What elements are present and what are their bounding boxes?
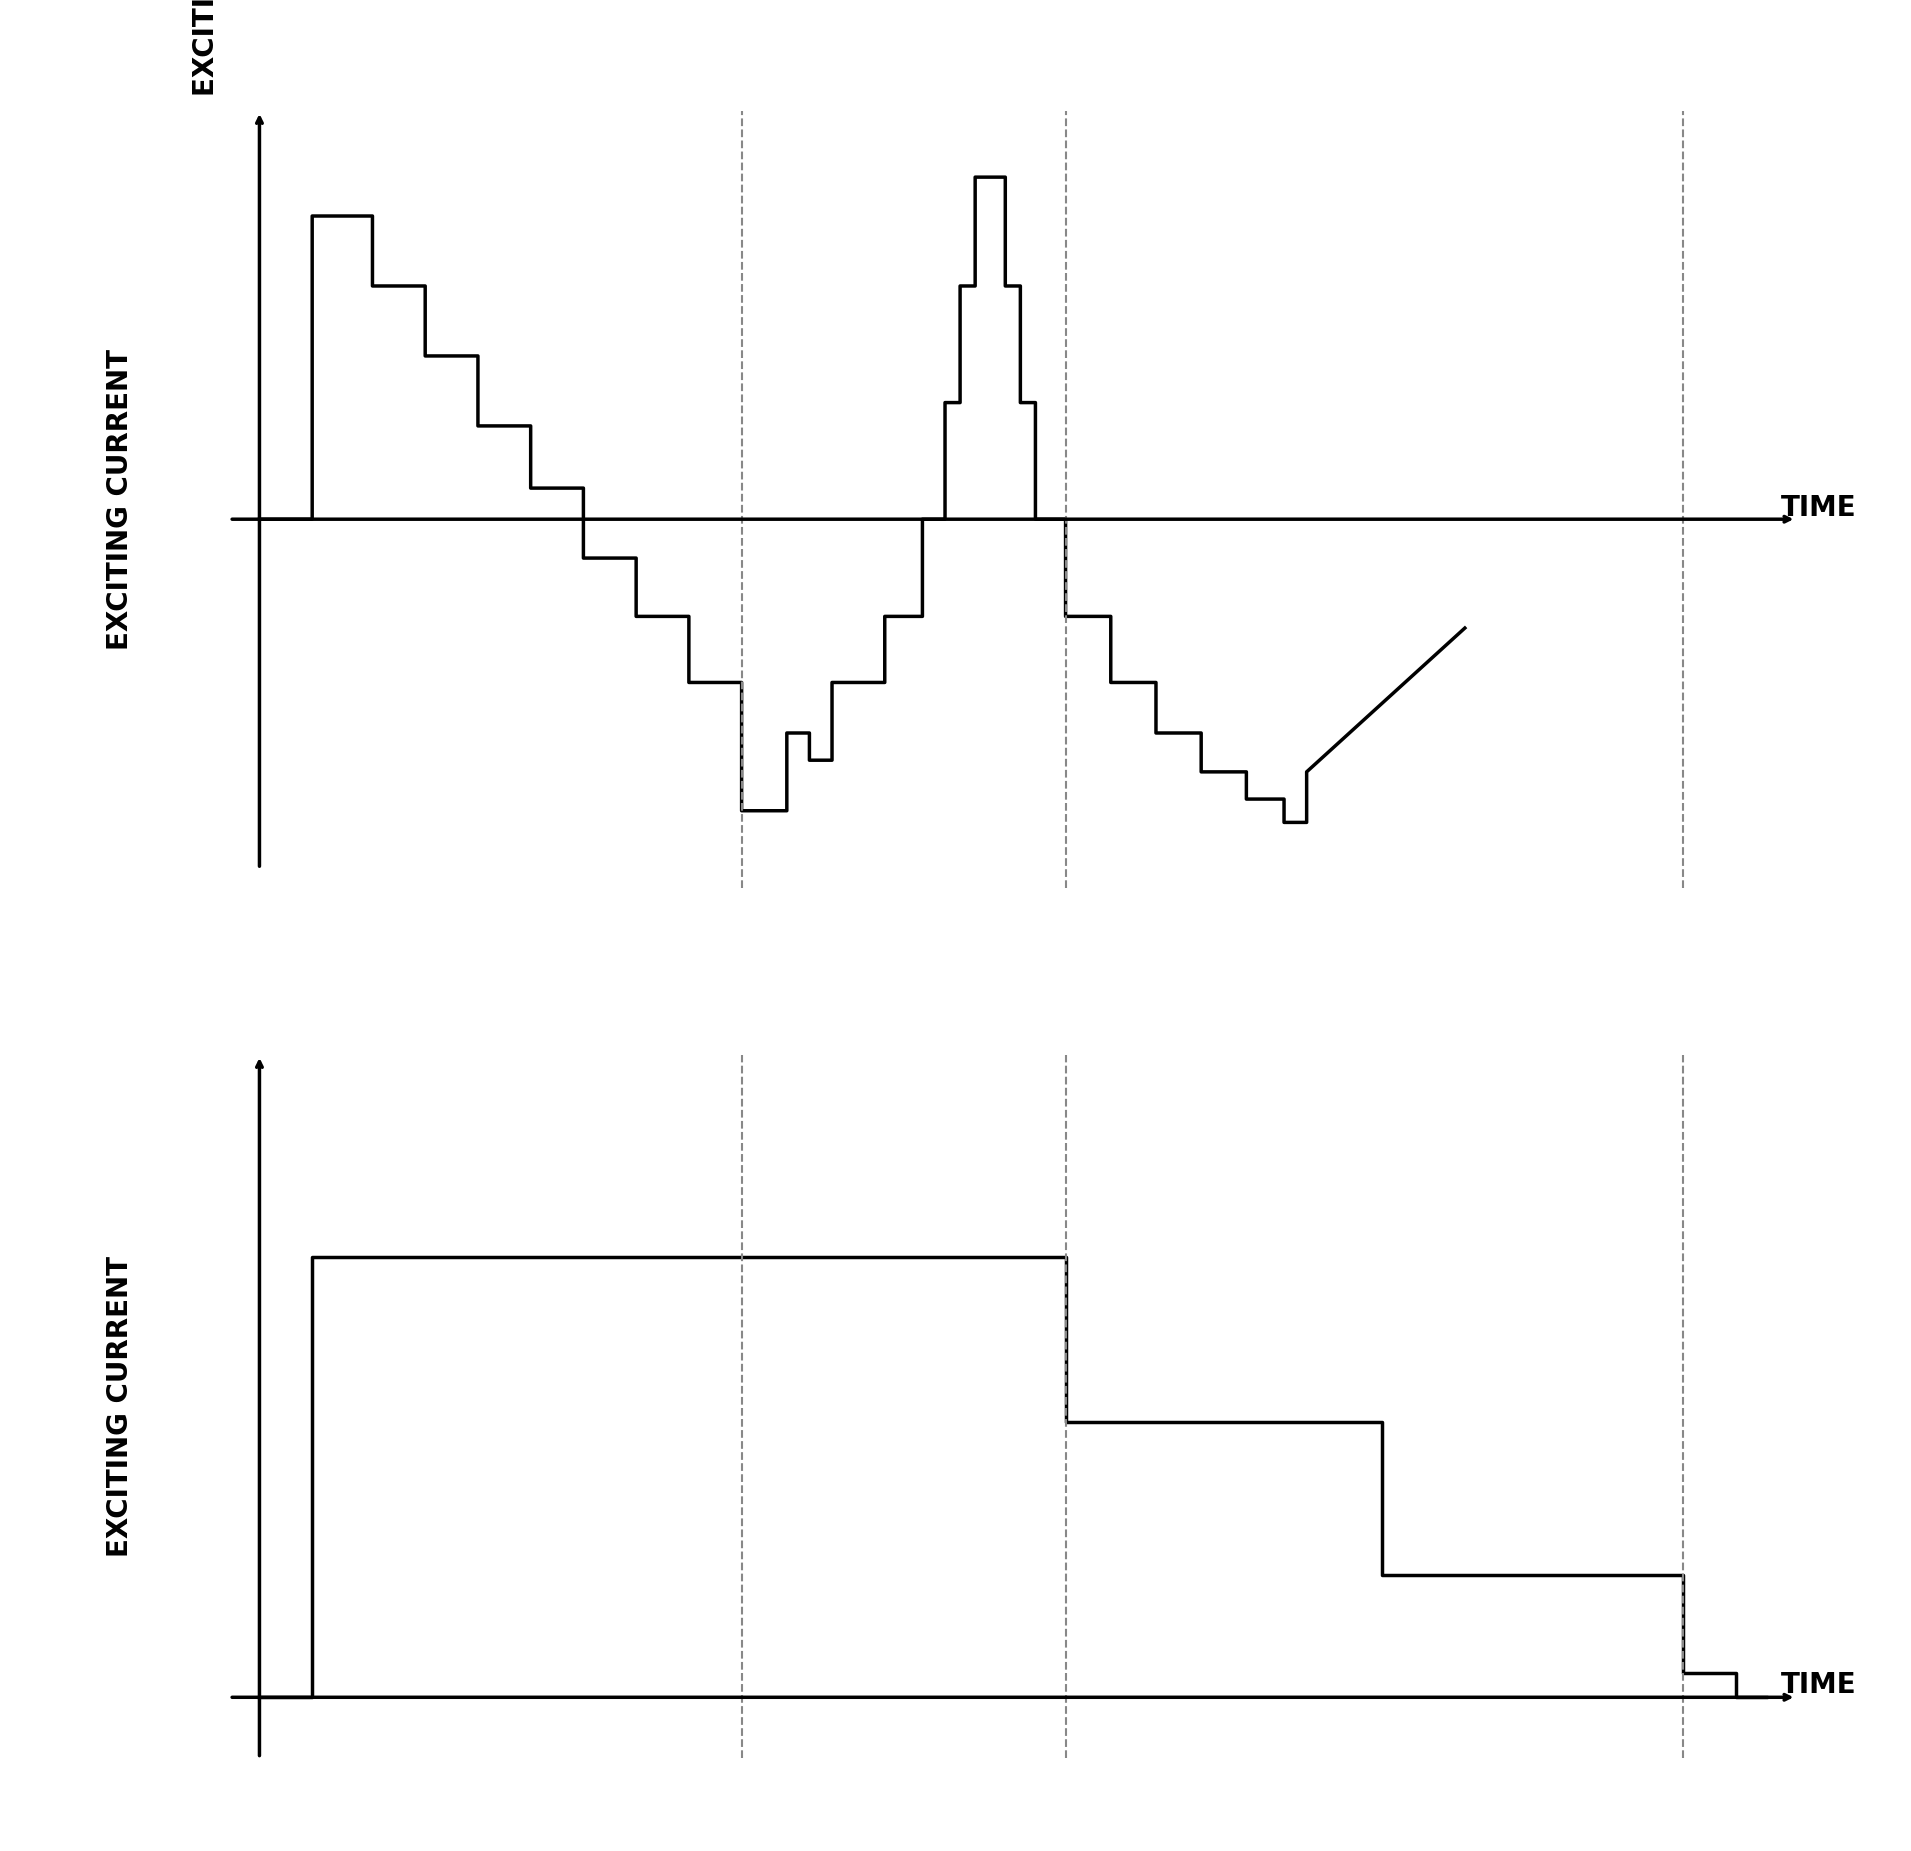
Text: EXCITING CURRENT: EXCITING CURRENT	[105, 1257, 134, 1557]
Text: TIME: TIME	[1781, 494, 1857, 522]
Text: EXCITING CURRENT: EXCITING CURRENT	[191, 0, 220, 96]
Text: EXCITING CURRENT: EXCITING CURRENT	[105, 350, 134, 650]
Text: TIME: TIME	[1781, 1671, 1857, 1699]
